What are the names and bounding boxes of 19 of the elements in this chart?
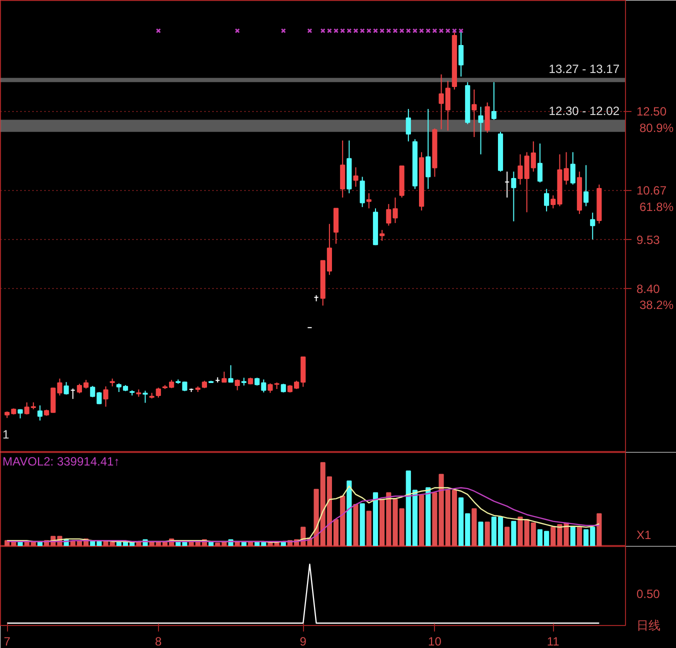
chart-title: MAVOL2: 339914.41↑: [2, 454, 120, 468]
x-tick-label: 10: [428, 634, 442, 648]
text: 0.50: [636, 586, 660, 601]
band-label: 13.27 - 13.17: [548, 62, 620, 76]
y2-tick-label: 38.2%: [640, 298, 674, 312]
y-tick-label: 12.50: [636, 104, 667, 119]
y-tick-label: 8.40: [636, 282, 660, 296]
y-tick-label: 10.67: [636, 184, 667, 198]
x-tick-label: 9: [300, 634, 307, 648]
x-tick-label: 8: [155, 634, 162, 648]
x-tick-label: 7: [4, 634, 11, 648]
y2-tick-label: 61.8%: [640, 200, 674, 214]
text: X1: [636, 528, 652, 542]
y-tick-label: 9.53: [636, 232, 660, 247]
text: 日线: [636, 618, 660, 632]
y2-tick-label: 80.9%: [640, 120, 674, 135]
band-label: 12.30 - 12.02: [548, 104, 620, 118]
x-tick-label: 11: [546, 634, 560, 648]
annotation: 1: [2, 428, 10, 442]
